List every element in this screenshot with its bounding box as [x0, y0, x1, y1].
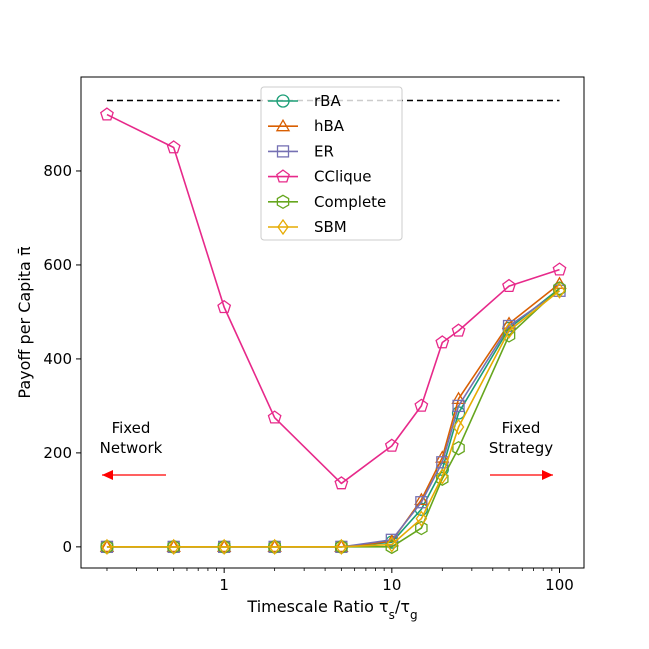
data-point-cclique — [217, 299, 232, 314]
legend-item-hba: hBA — [268, 117, 345, 135]
data-point-cclique — [334, 476, 349, 490]
y-tick-label: 600 — [43, 256, 72, 274]
data-point-er — [436, 456, 449, 469]
legend-marker-cclique — [276, 169, 290, 183]
data-point-cclique — [414, 398, 429, 412]
plot-marks — [99, 99, 567, 555]
data-point-sbm — [415, 510, 428, 527]
data-point-cclique — [552, 262, 567, 276]
axes: 0 200 400 600 800 1 10 100 — [43, 162, 573, 594]
arrow-right — [490, 470, 553, 480]
data-point-complete — [385, 539, 399, 555]
legend-item-er: ER — [268, 142, 334, 160]
legend-marker-er — [276, 145, 290, 158]
data-point-cclique — [100, 107, 114, 121]
x-tick-label: 100 — [545, 576, 574, 594]
legend-label-complete: Complete — [314, 193, 386, 211]
x-axis-label: Timescale Ratio τs/τg — [246, 597, 417, 622]
data-point-er — [452, 399, 465, 413]
data-point-sbm — [335, 538, 348, 555]
arrow-left-head — [102, 470, 113, 480]
data-point-sbm — [218, 538, 230, 555]
data-point-er — [415, 496, 428, 509]
y-axis-label: Payoff per Capita π̄ — [15, 246, 34, 399]
data-point-complete — [436, 471, 449, 486]
x-tick-label: 10 — [382, 576, 401, 594]
series-cclique — [100, 107, 567, 490]
legend-marker-sbm — [277, 218, 289, 236]
data-point-cclique — [451, 323, 466, 337]
data-point-sbm — [167, 538, 180, 555]
legend-marker-hba — [275, 118, 291, 132]
series-sbm — [101, 282, 566, 555]
data-point-complete — [415, 520, 428, 536]
legend-label-cclique: CClique — [314, 168, 372, 186]
annotation-fixed-network-line: Fixed — [112, 419, 151, 437]
data-point-sbm — [553, 282, 566, 299]
x-axis-label-sub2: g — [410, 608, 418, 622]
data-point-cclique — [435, 335, 450, 349]
annotation-fixed-strategy-line: Fixed — [502, 419, 541, 437]
legend-marker-complete — [276, 194, 290, 210]
data-point-cclique — [502, 278, 516, 292]
data-point-complete — [502, 328, 516, 343]
x-axis-label-sub1: s — [389, 608, 395, 622]
data-point-hba — [451, 391, 466, 405]
legend-label-hba: hBA — [314, 117, 345, 135]
legend-item-rba: rBA — [268, 92, 341, 110]
series-line-cclique — [106, 113, 560, 485]
y-tick-label: 0 — [62, 538, 72, 556]
legend-label-er: ER — [314, 142, 334, 160]
data-point-sbm — [503, 322, 515, 339]
annotation-fixed-strategy-line: Strategy — [489, 439, 553, 457]
legend: rBA hBA ER CClique Complete SBM — [260, 86, 403, 241]
plot-frame — [80, 76, 585, 569]
data-point-sbm — [268, 538, 281, 555]
data-point-cclique — [384, 438, 399, 452]
data-point-cclique — [267, 410, 282, 424]
y-tick-label: 200 — [43, 444, 72, 462]
series-line-sbm — [106, 290, 560, 548]
annotations: Fixed Network Fixed Strategy — [100, 419, 553, 480]
arrow-right-head — [542, 470, 553, 480]
legend-label-rba: rBA — [314, 92, 341, 110]
x-axis-label-mid: /τ — [395, 597, 410, 616]
legend-marker-rba — [276, 94, 290, 108]
x-tick-label: 1 — [219, 576, 229, 594]
data-point-hba — [414, 492, 429, 506]
y-tick-label: 400 — [43, 350, 72, 368]
data-point-hba — [501, 316, 517, 329]
legend-item-complete: Complete — [268, 193, 386, 211]
data-point-complete — [553, 281, 566, 296]
data-point-sbm — [386, 536, 398, 553]
legend-label-sbm: SBM — [314, 218, 347, 236]
arrow-left — [102, 470, 166, 480]
data-point-sbm — [436, 468, 449, 485]
x-axis-label-main: Timescale Ratio τ — [246, 597, 388, 616]
data-point-sbm — [452, 418, 465, 436]
legend-item-sbm: SBM — [268, 218, 347, 236]
data-point-cclique — [166, 140, 181, 154]
annotation-fixed-network-line: Network — [100, 439, 163, 457]
y-tick-label: 800 — [43, 162, 72, 180]
data-point-sbm — [101, 538, 113, 555]
legend-item-cclique: CClique — [268, 168, 372, 186]
